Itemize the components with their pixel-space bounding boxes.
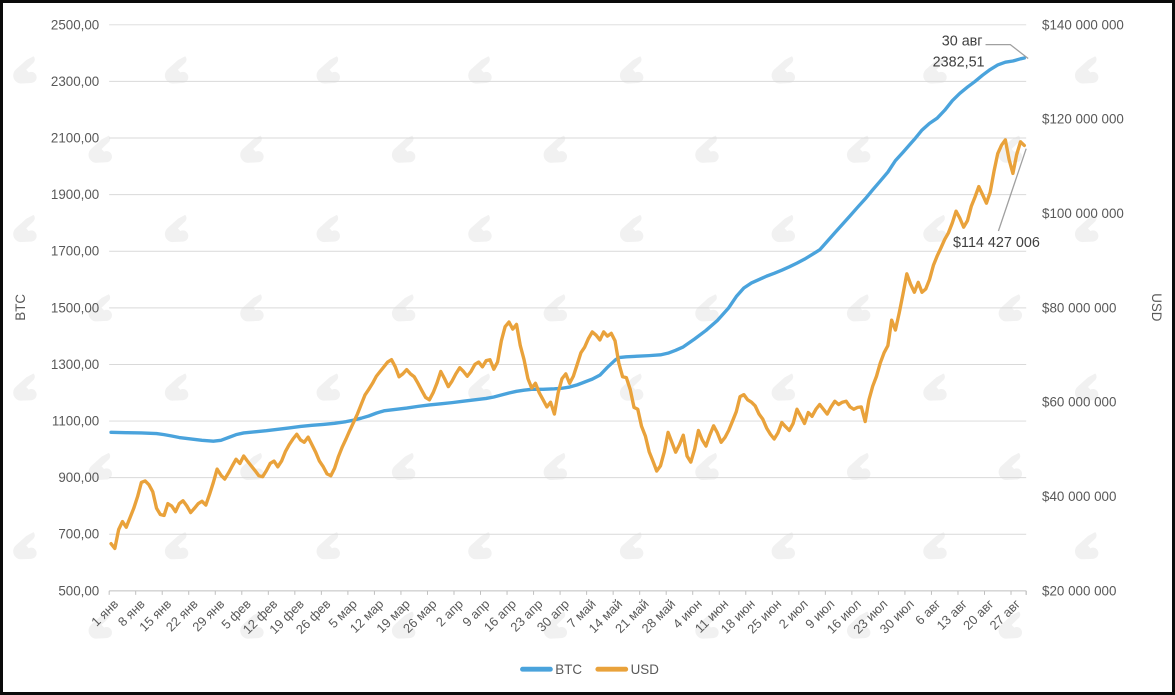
watermark-logo-icon <box>240 135 264 163</box>
watermark-logo-icon <box>164 214 189 243</box>
watermark-logo-icon <box>923 532 947 560</box>
left-axis-tick-label: 2500,00 <box>51 17 99 32</box>
watermark-logo-icon <box>1074 532 1099 560</box>
left-axis-tick-label: 700,00 <box>58 527 99 542</box>
watermark-logo-icon <box>771 56 796 84</box>
right-axis-tick-label: $140 000 000 <box>1042 17 1124 32</box>
left-axis-tick-label: 1100,00 <box>52 414 99 429</box>
watermark-logo-icon <box>88 452 112 480</box>
right-axis-tick-label: $40 000 000 <box>1042 489 1116 504</box>
watermark-logo-icon <box>1074 373 1099 401</box>
watermark-logo-icon <box>923 373 947 401</box>
watermark-logo-icon <box>771 214 796 243</box>
left-axis-tick-label: 1700,00 <box>51 244 99 259</box>
watermark-logo-icon <box>846 611 871 639</box>
watermark-logo-icon <box>316 532 340 560</box>
watermark-logo-icon <box>923 56 947 84</box>
left-axis-title: BTC <box>13 294 28 321</box>
left-axis-tick-label: 500,00 <box>58 583 99 598</box>
watermark-logo-icon <box>164 373 189 401</box>
watermark-logo-icon <box>771 532 796 560</box>
watermark-logo-icon <box>316 373 340 401</box>
btc-usd-line-chart: 2500,00 2300,00 2100,00 1900,00 1700,00 1500,… <box>13 17 1164 677</box>
watermark-logo-icon <box>1074 56 1099 84</box>
watermark-logo-icon <box>619 214 644 243</box>
x-axis-tick-label: 2 апр <box>433 596 466 629</box>
left-axis-tick-label: 1300,00 <box>51 357 99 372</box>
watermark-logo-icon <box>619 532 644 560</box>
watermark-logo-icon <box>164 532 189 560</box>
watermark-logo-icon <box>240 611 264 639</box>
x-axis <box>108 590 1027 595</box>
watermark-logo-icon <box>998 611 1023 639</box>
btc-annotation-leader-line <box>985 43 1029 60</box>
watermark-logo-icon <box>846 452 871 480</box>
watermark-logo-icon <box>619 56 644 84</box>
usd-series-line <box>109 138 1026 551</box>
left-axis-tick-label: 2300,00 <box>51 74 99 89</box>
right-axis-tick-label: $80 000 000 <box>1042 300 1116 315</box>
watermark-logo-icon <box>543 452 568 480</box>
right-axis-tick-labels: $140 000 000 $120 000 000 $100 000 000 $80 … <box>1042 17 1124 598</box>
watermark-logo-icon <box>13 214 37 243</box>
watermark-logo-icon <box>998 452 1023 480</box>
legend: BTC USD <box>520 662 660 677</box>
watermark-logo-icon <box>391 135 416 163</box>
watermark-logo-icon <box>695 135 719 163</box>
watermark-logo-icon <box>923 214 947 243</box>
watermark-logo-icon <box>13 56 37 84</box>
watermark-logo-icon <box>88 611 112 639</box>
right-axis-tick-label: $60 000 000 <box>1042 395 1116 410</box>
usd-legend-label[interactable]: USD <box>631 662 660 677</box>
watermark-logo-icon <box>619 373 644 401</box>
btc-series-line <box>109 56 1026 443</box>
right-axis-tick-label: $20 000 000 <box>1042 583 1116 598</box>
watermark-logo-icon <box>13 532 37 560</box>
watermark-logo-icon <box>13 373 37 401</box>
watermark-logo-icon <box>1074 214 1099 243</box>
btc-legend-label[interactable]: BTC <box>555 662 582 677</box>
watermark-logo-icon <box>391 611 416 639</box>
x-axis-tick-label: 1 янв <box>88 596 121 629</box>
watermark-logo-icon <box>846 135 871 163</box>
watermark-logo-icon <box>695 452 719 480</box>
btc-annotation-value: 2382,51 <box>933 54 985 70</box>
left-axis-tick-label: 1900,00 <box>51 187 99 202</box>
watermark-logo-icon <box>695 611 719 639</box>
right-axis-title: USD <box>1149 293 1164 322</box>
usd-annotation-leader-line <box>997 148 1027 232</box>
watermark-logo-icon <box>468 373 492 401</box>
left-axis-tick-label: 1500,00 <box>51 300 99 315</box>
watermark-layer <box>13 56 1099 639</box>
watermark-logo-icon <box>88 294 112 322</box>
watermark-logo-icon <box>468 214 492 243</box>
watermark-logo-icon <box>164 56 189 84</box>
watermark-logo-icon <box>468 532 492 560</box>
left-axis-tick-labels: 2500,00 2300,00 2100,00 1900,00 1700,00 1500,… <box>51 17 99 598</box>
watermark-logo-icon <box>543 135 568 163</box>
usd-annotation-value: $114 427 006 <box>953 235 1040 251</box>
watermark-logo-icon <box>391 452 416 480</box>
watermark-logo-icon <box>543 611 568 639</box>
right-axis-tick-label: $120 000 000 <box>1042 112 1124 127</box>
watermark-logo-icon <box>771 373 796 401</box>
right-axis-tick-label: $100 000 000 <box>1042 206 1124 221</box>
x-axis-tick-label: 2 июл <box>776 596 811 631</box>
watermark-logo-icon <box>468 56 492 84</box>
left-axis-tick-label: 2100,00 <box>51 130 99 145</box>
btc-annotation-date: 30 авг <box>942 34 983 50</box>
watermark-logo-icon <box>316 56 340 84</box>
left-axis-tick-label: 900,00 <box>58 470 99 485</box>
gridlines <box>109 24 1027 592</box>
watermark-logo-icon <box>88 135 112 163</box>
watermark-logo-icon <box>316 214 340 243</box>
